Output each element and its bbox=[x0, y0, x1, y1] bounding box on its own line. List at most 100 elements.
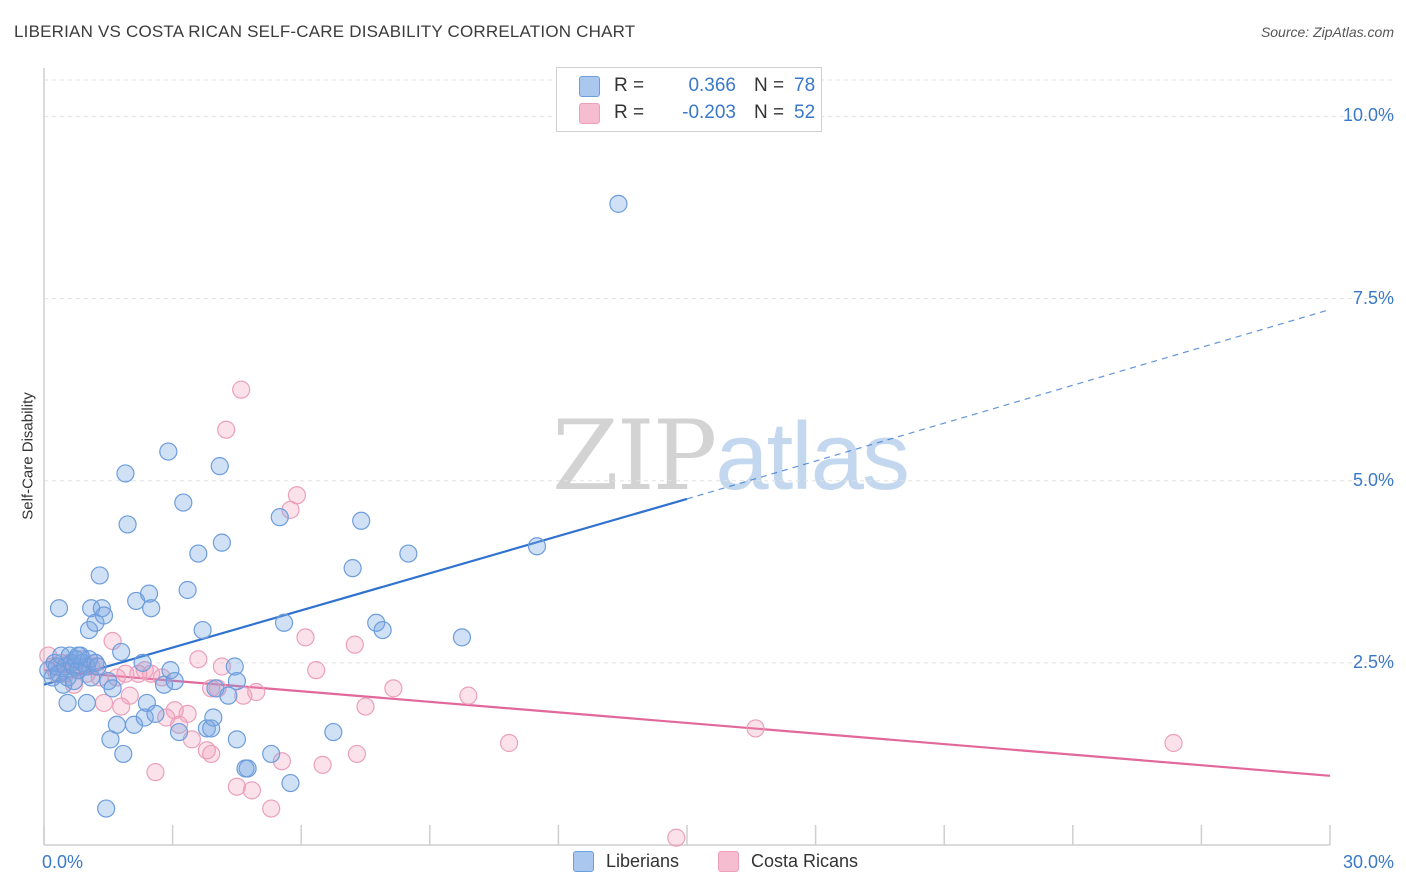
trend-lines bbox=[43, 308, 1331, 777]
y-tick-label: 2.5% bbox=[1352, 651, 1394, 672]
costa-rican-point bbox=[178, 704, 197, 723]
liberian-point bbox=[270, 508, 289, 527]
costa-rican-point bbox=[120, 686, 139, 705]
costa-rican-point bbox=[116, 664, 135, 683]
series-label-liberians: Liberians bbox=[606, 851, 680, 871]
costa-rican-point bbox=[202, 679, 221, 698]
costa-rican-point bbox=[287, 486, 307, 505]
gridlines bbox=[44, 79, 1395, 664]
correlation-legend: R = 0.366 N = 78 R = -0.203 N = 52 bbox=[556, 67, 822, 132]
liberian-point bbox=[197, 719, 216, 738]
liberian-point bbox=[112, 642, 131, 662]
liberian-point bbox=[161, 661, 180, 680]
costa-rican-point bbox=[307, 661, 326, 680]
liberian-point bbox=[97, 799, 116, 818]
costa-rican-point bbox=[347, 744, 367, 764]
liberian-point bbox=[238, 759, 257, 778]
liberian-point bbox=[204, 708, 223, 727]
liberian-point bbox=[49, 599, 69, 618]
liberian-point bbox=[174, 493, 193, 512]
costa-rican-point bbox=[384, 679, 403, 698]
liberian-point bbox=[77, 693, 96, 713]
liberian-trend-extension bbox=[686, 308, 1331, 500]
liberian-point bbox=[90, 566, 109, 585]
liberian-point bbox=[146, 704, 165, 723]
legend-r-value: -0.203 bbox=[682, 102, 736, 123]
costa-rican-point bbox=[1164, 733, 1183, 753]
liberian-point bbox=[367, 613, 386, 632]
liberian-point bbox=[58, 693, 77, 713]
costa-rican-point bbox=[296, 628, 315, 647]
liberian-point bbox=[452, 628, 472, 647]
liberian-point bbox=[343, 559, 362, 578]
liberian-point bbox=[159, 442, 178, 461]
liberian-point bbox=[116, 464, 135, 483]
costa-rican-point bbox=[262, 799, 281, 818]
liberian-point bbox=[69, 646, 88, 665]
series-legend-liberians[interactable]: Liberians bbox=[573, 851, 679, 872]
data-points bbox=[39, 194, 1183, 847]
liberian-trend-line bbox=[43, 497, 688, 686]
series-legend: Liberians Costa Ricans bbox=[0, 851, 1406, 877]
liberian-point bbox=[227, 730, 246, 749]
y-tick-label: 5.0% bbox=[1352, 469, 1394, 490]
source-credit: Source: ZipAtlas.com bbox=[1260, 24, 1394, 40]
liberian-point bbox=[373, 620, 392, 640]
liberian-point bbox=[219, 686, 238, 705]
costa-rican-point bbox=[272, 752, 292, 771]
watermark: ZIPatlas bbox=[552, 400, 910, 512]
liberian-point bbox=[107, 715, 126, 734]
legend-n-value: 52 bbox=[794, 102, 816, 123]
liberian-point bbox=[324, 722, 343, 742]
liberian-point bbox=[212, 533, 231, 552]
legend-n-label: N = bbox=[754, 102, 785, 123]
costa-rican-point bbox=[356, 697, 375, 716]
y-tick-label: 7.5% bbox=[1352, 287, 1394, 308]
liberian-point bbox=[94, 606, 114, 625]
legend-swatch-costa-ricans bbox=[579, 102, 600, 124]
liberian-point bbox=[82, 668, 101, 687]
liberian-point bbox=[281, 773, 300, 793]
liberian-point bbox=[169, 722, 189, 742]
liberian-point bbox=[92, 599, 111, 618]
costa-rican-point bbox=[459, 686, 478, 705]
chart-title: LIBERIAN VS COSTA RICAN SELF-CARE DISABI… bbox=[14, 22, 636, 41]
legend-r-value: 0.366 bbox=[688, 75, 736, 96]
liberian-point bbox=[274, 613, 294, 632]
legend-row-costa-ricans: R = -0.203 N = 52 bbox=[579, 100, 815, 126]
series-swatch-costa-ricans bbox=[718, 851, 739, 872]
liberian-point bbox=[210, 457, 229, 476]
costa-rican-point bbox=[227, 777, 246, 796]
liberian-point bbox=[399, 544, 418, 563]
series-label-costa-ricans: Costa Ricans bbox=[751, 851, 859, 871]
costa-rican-point bbox=[746, 719, 765, 738]
watermark-atlas: atlas bbox=[715, 403, 910, 510]
liberian-point bbox=[262, 744, 281, 764]
legend-swatch-liberians bbox=[579, 75, 600, 97]
costa-rican-point bbox=[202, 744, 221, 764]
liberian-point bbox=[79, 620, 99, 640]
liberian-point bbox=[124, 715, 144, 734]
legend-n-value: 78 bbox=[794, 75, 816, 96]
liberian-point bbox=[352, 511, 371, 530]
liberian-point bbox=[609, 194, 628, 213]
costa-rican-point bbox=[232, 380, 251, 399]
liberian-point bbox=[527, 537, 547, 556]
liberian-point bbox=[88, 657, 107, 676]
legend-r-label: R = bbox=[614, 102, 645, 123]
liberian-point bbox=[202, 719, 221, 738]
liberian-point bbox=[142, 599, 161, 618]
liberian-point bbox=[189, 544, 208, 563]
costa-rican-point bbox=[500, 733, 519, 753]
costa-rican-point bbox=[189, 650, 208, 669]
series-legend-costa-ricans[interactable]: Costa Ricans bbox=[718, 851, 858, 872]
liberian-point bbox=[118, 515, 137, 534]
costa-rican-point bbox=[313, 755, 332, 774]
legend-row-liberians: R = 0.366 N = 78 bbox=[579, 73, 815, 99]
liberian-point bbox=[227, 671, 246, 691]
legend-r-label: R = bbox=[614, 75, 645, 96]
liberian-point bbox=[225, 657, 244, 676]
costa-rican-point bbox=[247, 682, 266, 702]
liberian-point bbox=[64, 671, 84, 691]
